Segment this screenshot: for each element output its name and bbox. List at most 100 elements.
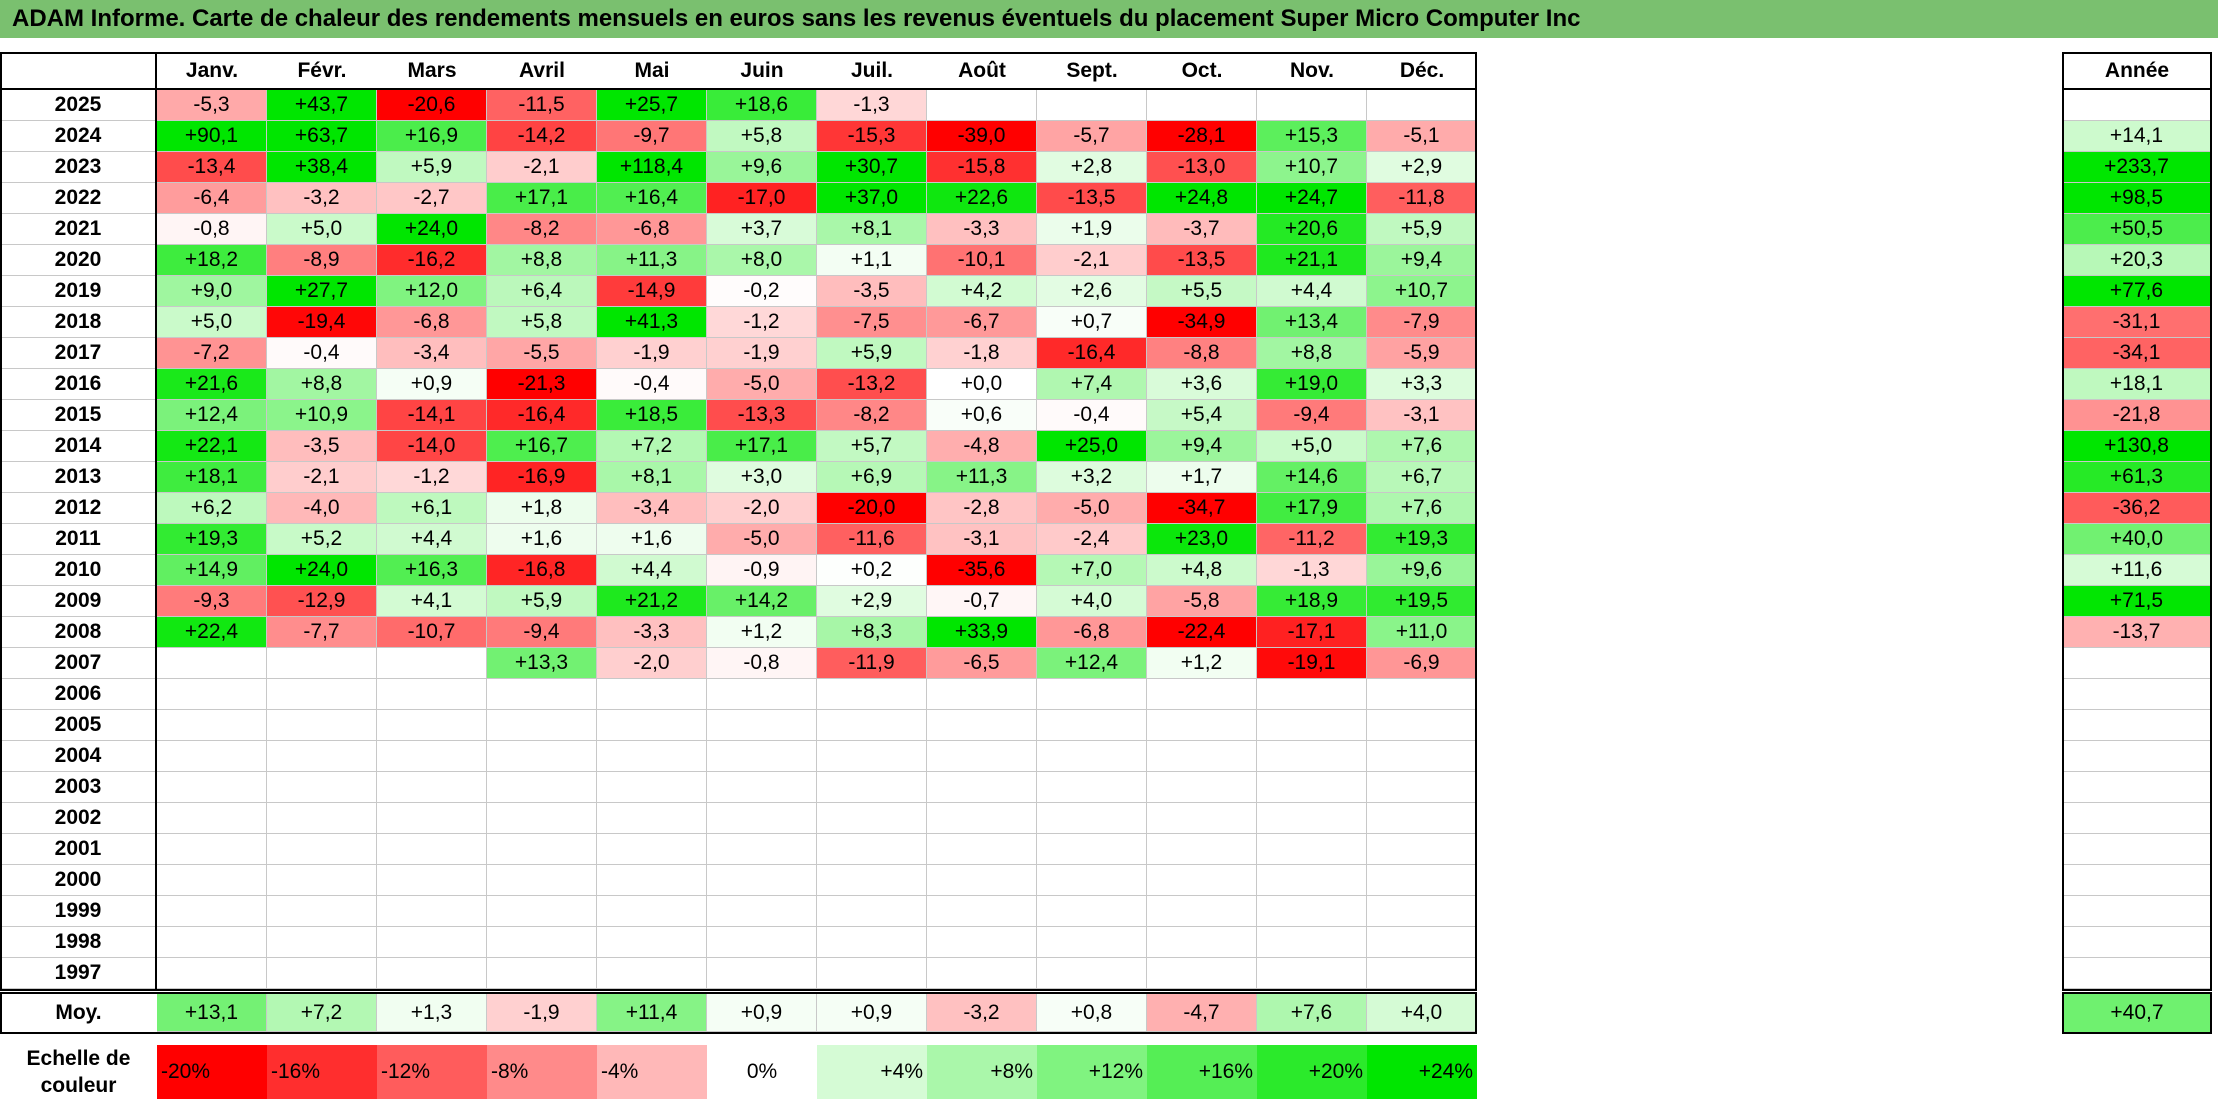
heatmap-cell: -14,9 xyxy=(597,276,707,307)
heatmap-cell xyxy=(927,834,1037,865)
heatmap-cell xyxy=(707,958,817,989)
heatmap-cell: +14,9 xyxy=(157,555,267,586)
heatmap-cell xyxy=(267,710,377,741)
heatmap-cell xyxy=(487,834,597,865)
heatmap-cell: +19,0 xyxy=(1257,369,1367,400)
heatmap-cell xyxy=(1257,741,1367,772)
year-label: 2010 xyxy=(0,555,157,586)
heatmap-cell: +23,0 xyxy=(1147,524,1257,555)
heatmap-cell: +16,7 xyxy=(487,431,597,462)
heatmap-cell xyxy=(487,772,597,803)
heatmap-cell xyxy=(1147,710,1257,741)
heatmap-cell: -0,7 xyxy=(927,586,1037,617)
heatmap-cell xyxy=(487,679,597,710)
heatmap-cell xyxy=(707,772,817,803)
heatmap-cell xyxy=(377,896,487,927)
heatmap-cell: +25,7 xyxy=(597,90,707,121)
heatmap-cell xyxy=(1367,896,1477,927)
heatmap-cell xyxy=(817,679,927,710)
heatmap-cell: -2,0 xyxy=(707,493,817,524)
heatmap-cell: +41,3 xyxy=(597,307,707,338)
heatmap-cell: +5,9 xyxy=(1367,214,1477,245)
year-label: 2019 xyxy=(0,276,157,307)
heatmap-cell xyxy=(1257,772,1367,803)
heatmap-cell: +12,0 xyxy=(377,276,487,307)
heatmap-cell: +22,6 xyxy=(927,183,1037,214)
heatmap-cell: +5,5 xyxy=(1147,276,1257,307)
heatmap-cell: -13,2 xyxy=(817,369,927,400)
heatmap-cell: -0,9 xyxy=(707,555,817,586)
heatmap-cell xyxy=(267,679,377,710)
heatmap-cell xyxy=(267,834,377,865)
heatmap-cell xyxy=(707,834,817,865)
heatmap-cell: -6,4 xyxy=(157,183,267,214)
heatmap-cell xyxy=(1367,772,1477,803)
heatmap-cell: +8,8 xyxy=(487,245,597,276)
heatmap-cell: +5,0 xyxy=(1257,431,1367,462)
heatmap-cell: -34,9 xyxy=(1147,307,1257,338)
heatmap-cell: -3,3 xyxy=(597,617,707,648)
heatmap-cell xyxy=(1037,772,1147,803)
heatmap-cell xyxy=(817,803,927,834)
heatmap-cell: +6,1 xyxy=(377,493,487,524)
heatmap-cell xyxy=(267,648,377,679)
annual-return-cell: -34,1 xyxy=(2062,338,2212,369)
color-scale-stop: -8% xyxy=(487,1045,597,1099)
heatmap-cell: +11,3 xyxy=(597,245,707,276)
heatmap-cell: +8,3 xyxy=(817,617,927,648)
month-header: Juil. xyxy=(850,59,893,82)
color-scale-stop: -4% xyxy=(597,1045,707,1099)
heatmap-cell: -9,7 xyxy=(597,121,707,152)
heatmap-cell xyxy=(1147,90,1257,121)
heatmap-cell xyxy=(377,710,487,741)
heatmap-cell: +2,9 xyxy=(817,586,927,617)
heatmap-cell: +5,9 xyxy=(377,152,487,183)
heatmap-cell: -13,5 xyxy=(1147,245,1257,276)
heatmap-cell: -28,1 xyxy=(1147,121,1257,152)
heatmap-cell: +5,0 xyxy=(267,214,377,245)
heatmap-cell: +4,8 xyxy=(1147,555,1257,586)
heatmap-cell: -5,7 xyxy=(1037,121,1147,152)
heatmap-cell: +16,4 xyxy=(597,183,707,214)
heatmap-cell: -6,5 xyxy=(927,648,1037,679)
heatmap-cell: -13,0 xyxy=(1147,152,1257,183)
heatmap-cell: -1,8 xyxy=(927,338,1037,369)
heatmap-cell: -16,4 xyxy=(1037,338,1147,369)
heatmap-cell xyxy=(487,896,597,927)
heatmap-cell: +4,4 xyxy=(597,555,707,586)
heatmap-cell: +5,9 xyxy=(487,586,597,617)
annual-return-cell: -13,7 xyxy=(2062,617,2212,648)
heatmap-cell xyxy=(267,803,377,834)
heatmap-cell: -16,8 xyxy=(487,555,597,586)
average-label: Moy. xyxy=(55,1001,102,1024)
annual-return-cell xyxy=(2062,896,2212,927)
month-header: Févr. xyxy=(297,59,347,82)
heatmap-cell xyxy=(927,803,1037,834)
heatmap-cell: +3,2 xyxy=(1037,462,1147,493)
heatmap-cell: -3,4 xyxy=(377,338,487,369)
annual-return-cell xyxy=(2062,710,2212,741)
heatmap-cell: +13,3 xyxy=(487,648,597,679)
heatmap-cell: +4,0 xyxy=(1037,586,1147,617)
heatmap-cell xyxy=(1147,803,1257,834)
heatmap-cell: +21,2 xyxy=(597,586,707,617)
heatmap-cell xyxy=(597,958,707,989)
year-label: 2004 xyxy=(0,741,157,772)
month-header: Août xyxy=(958,59,1006,82)
average-cell: +11,4 xyxy=(597,994,707,1032)
heatmap-cell: +4,1 xyxy=(377,586,487,617)
color-scale-stop: +20% xyxy=(1257,1045,1367,1099)
average-cell: +7,2 xyxy=(267,994,377,1032)
heatmap-cell xyxy=(1257,927,1367,958)
heatmap-cell: +17,9 xyxy=(1257,493,1367,524)
year-label: 1998 xyxy=(0,927,157,958)
heatmap-cell: +9,0 xyxy=(157,276,267,307)
heatmap-cell: -1,3 xyxy=(1257,555,1367,586)
year-label: 2020 xyxy=(0,245,157,276)
year-label: 2001 xyxy=(0,834,157,865)
heatmap-cell: +18,9 xyxy=(1257,586,1367,617)
heatmap-cell: -5,5 xyxy=(487,338,597,369)
heatmap-cell xyxy=(707,927,817,958)
heatmap-cell xyxy=(597,710,707,741)
average-cell: -4,7 xyxy=(1147,994,1257,1032)
